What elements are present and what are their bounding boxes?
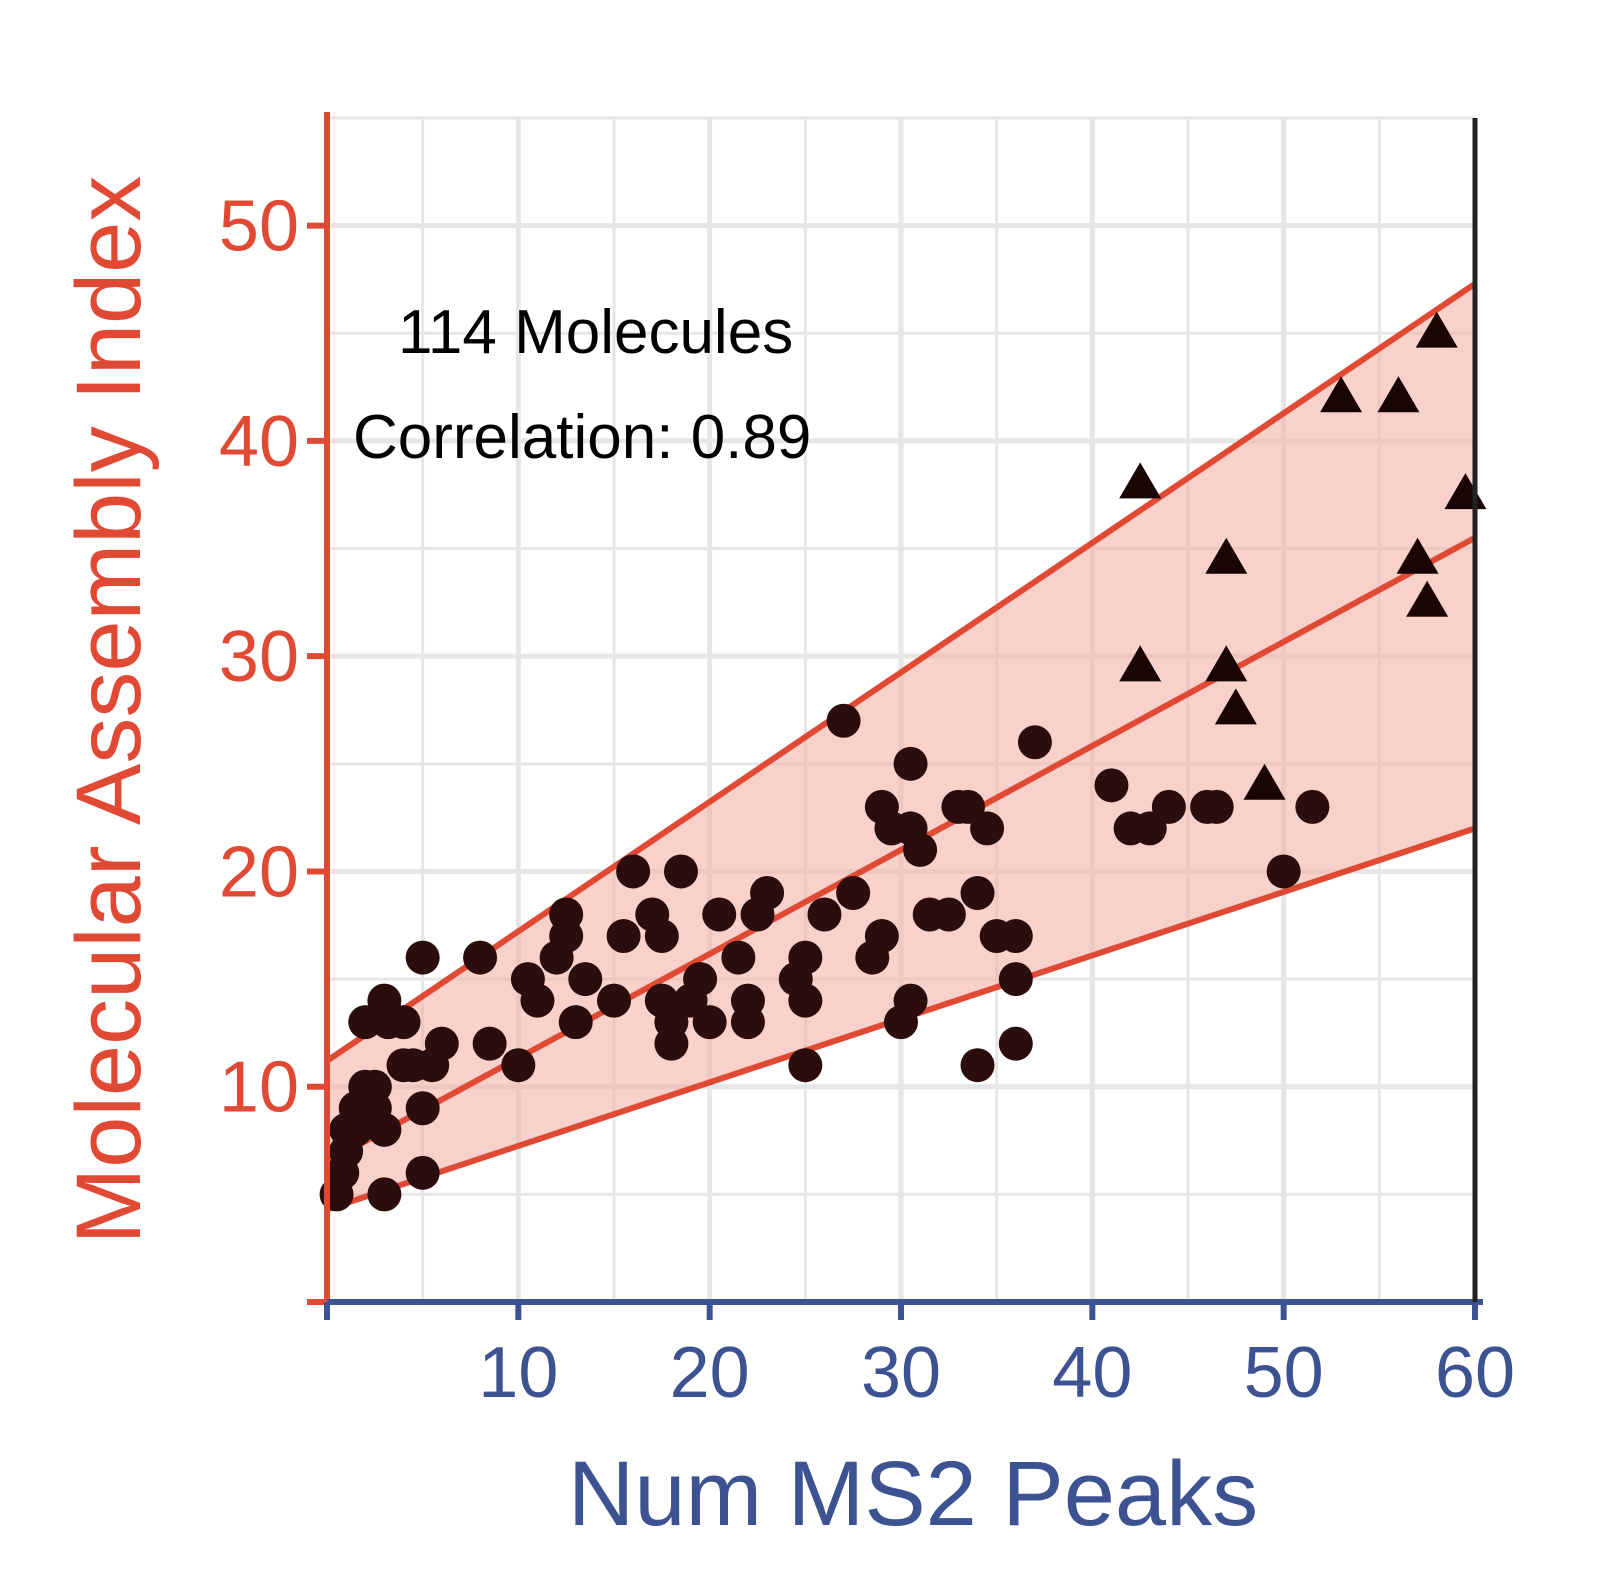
data-point-circle [998,1026,1033,1061]
data-point-triangle [1119,645,1162,682]
data-point-circle [683,962,718,997]
y-axis-label: Molecular Assembly Index [58,176,160,1245]
data-point-circle [597,983,631,1018]
x-tick-label: 60 [1435,1333,1515,1413]
data-point-circle [721,940,756,975]
y-tick-label: 40 [219,402,299,482]
data-point-circle [405,1091,440,1126]
data-point-circle [663,854,698,889]
tick-labels: 10 20 30 40 50 10 20 30 40 50 60 [219,187,1515,1413]
prediction-band [327,283,1475,1210]
data-points [319,311,1487,1212]
data-point-circle [730,1005,765,1040]
data-point-circle [654,1026,689,1061]
data-point-circle [367,1112,402,1147]
data-point-circle [520,983,555,1018]
data-point-circle [386,1005,421,1040]
data-point-circle [405,940,440,975]
data-point-circle [702,897,737,932]
data-point-circle [616,854,651,889]
data-point-circle [558,1005,593,1040]
data-point-circle [893,746,928,781]
data-point-triangle [1396,537,1439,574]
data-point-triangle [1320,376,1363,413]
data-point-circle [692,1005,727,1040]
data-point-circle [1094,768,1129,803]
data-point-circle [424,1026,459,1061]
data-point-circle [903,832,938,867]
data-point-circle [750,875,785,910]
y-tick-label: 50 [219,187,299,267]
data-point-circle [788,1048,823,1083]
data-point-circle [998,962,1033,997]
prediction-band-area [327,283,1475,1210]
data-point-circle [568,962,603,997]
data-point-circle [826,703,861,738]
data-point-circle [1017,725,1052,760]
data-point-circle [463,940,498,975]
data-point-circle [788,983,823,1018]
data-point-triangle [1406,580,1449,617]
data-point-circle [644,919,679,954]
data-point-circle [549,897,584,932]
data-point-circle [606,919,641,954]
data-point-circle [960,875,995,910]
x-tick-label: 30 [861,1333,941,1413]
data-point-circle [998,919,1033,954]
x-axis-label: Num MS2 Peaks [568,1443,1258,1545]
data-point-circle [893,983,928,1018]
data-point-circle [807,897,842,932]
annotation-correlation: Correlation: 0.89 [353,403,811,472]
data-point-circle [1199,789,1234,824]
data-point-circle [931,897,966,932]
data-point-circle [405,1155,440,1190]
data-point-circle [1266,854,1301,889]
data-point-circle [864,919,899,954]
y-tick-label: 20 [219,832,299,912]
fit-line-upper [325,281,1477,1064]
data-point-triangle [1377,376,1420,413]
x-tick-label: 20 [670,1333,750,1413]
data-point-circle [960,1048,995,1083]
data-point-circle [472,1026,507,1061]
x-tick-label: 40 [1052,1333,1132,1413]
data-point-circle [836,875,871,910]
data-point-circle [970,811,1005,846]
data-point-triangle [1214,688,1257,725]
data-point-triangle [1205,537,1248,574]
data-point-triangle [1243,763,1286,800]
data-point-triangle [1119,462,1162,499]
data-point-circle [788,940,823,975]
annotation-molecule-count: 114 Molecules [398,298,793,367]
x-tick-label: 50 [1244,1333,1324,1413]
data-point-circle [1295,789,1330,824]
y-tick-label: 10 [219,1048,299,1128]
data-point-circle [367,1177,402,1212]
x-tick-label: 10 [478,1333,558,1413]
data-point-triangle [1205,645,1248,682]
data-point-circle [501,1048,536,1083]
y-tick-label: 30 [219,617,299,697]
data-point-circle [1151,789,1186,824]
data-point-triangle [1415,311,1458,348]
